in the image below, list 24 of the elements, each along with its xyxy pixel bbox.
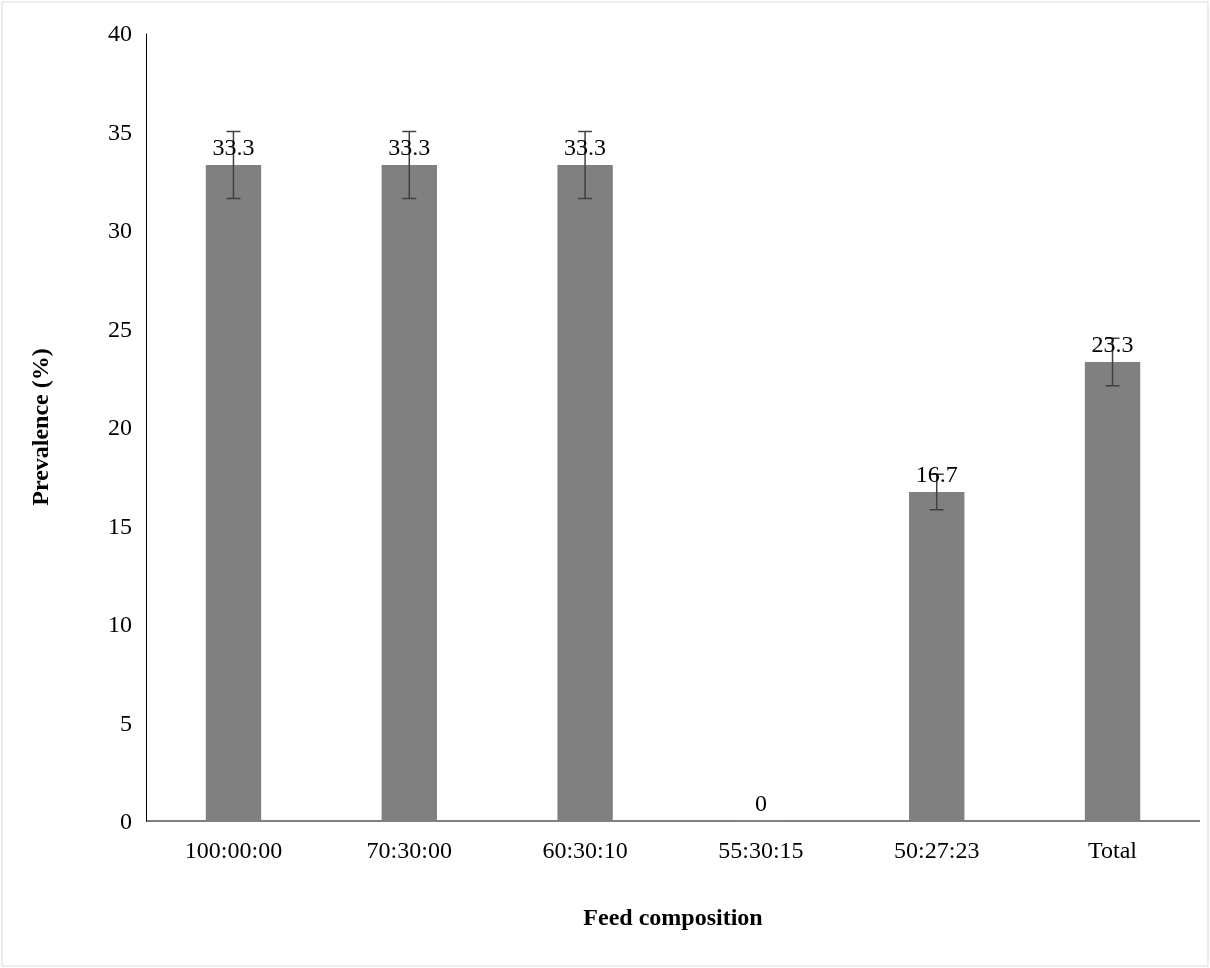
data-label: 16.7 — [915, 461, 958, 488]
bar — [557, 164, 613, 821]
y-tick-label: 5 — [120, 709, 132, 736]
x-tick-label: 100:00:00 — [184, 837, 283, 864]
y-tick-label: 40 — [108, 20, 132, 47]
y-tick-label: 0 — [120, 808, 132, 835]
y-tick-label: 20 — [108, 414, 132, 441]
x-tick-label: 55:30:15 — [718, 837, 804, 864]
y-tick-label: 35 — [108, 118, 132, 145]
x-tick-label: 60:30:10 — [542, 837, 628, 864]
y-tick-label: 25 — [108, 315, 132, 342]
x-axis-title: Feed composition — [583, 904, 763, 930]
bar — [909, 492, 965, 821]
bar — [1084, 361, 1141, 821]
y-tick-label: 30 — [108, 217, 132, 244]
y-tick-label: 15 — [108, 512, 132, 539]
y-axis-title: Prevalence (%) — [27, 348, 53, 506]
x-tick-label: 50:27:23 — [894, 837, 980, 864]
bar — [381, 164, 437, 821]
x-tick-label: Total — [1088, 837, 1138, 864]
y-tick-label: 10 — [108, 611, 132, 638]
x-tick-label: 70:30:00 — [366, 837, 452, 864]
data-label: 0 — [754, 790, 767, 816]
bar — [205, 164, 262, 821]
